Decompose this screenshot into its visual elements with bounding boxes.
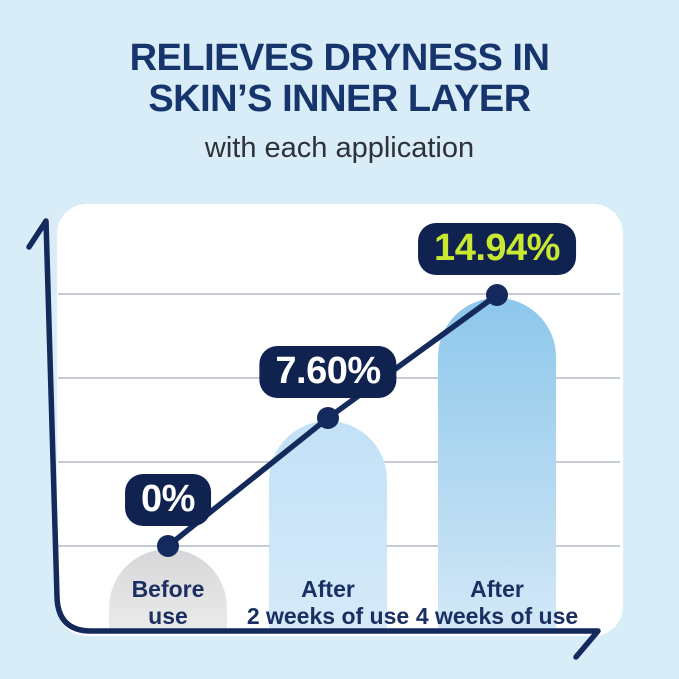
category-label-line: 4 weeks of use [415, 603, 579, 629]
value-pill: 14.94% [418, 223, 576, 275]
value-pill: 0% [125, 474, 211, 526]
value-pill: 7.60% [259, 346, 397, 398]
category-label: After 4 weeks of use [387, 576, 607, 630]
page-title-line-1: RELIEVES DRYNESS IN [129, 37, 550, 79]
page-title-line-2: SKIN’S INNER LAYER [148, 78, 531, 120]
category-label-line: After [470, 576, 524, 602]
page-subtitle: with each application [204, 132, 475, 164]
heading-block: RELIEVES DRYNESS IN SKIN’S INNER LAYER w… [0, 38, 679, 165]
